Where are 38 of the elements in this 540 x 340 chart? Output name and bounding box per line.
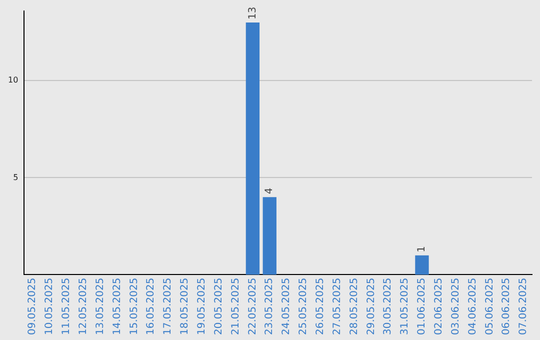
x-tick-label: 25.05.2025 [298,278,310,336]
data-label: 1 [416,246,428,252]
y-tick-label: 10 [8,76,18,85]
x-tick-label: 04.06.2025 [467,278,478,336]
x-tick-label: 31.05.2025 [400,278,411,336]
x-tick-label: 27.05.2025 [332,278,343,336]
bar [415,255,429,275]
x-tick-label: 09.05.2025 [27,278,38,336]
x-tick-label: 28.05.2025 [348,278,360,336]
x-tick-label: 30.05.2025 [382,278,394,336]
x-tick-label: 22.05.2025 [247,278,258,336]
y-tick-label: 5 [13,172,18,182]
x-tick-label: 10.05.2025 [44,278,56,336]
data-label: 13 [247,6,258,20]
x-tick-label: 21.05.2025 [230,278,242,336]
x-tick-label: 14.05.2025 [112,278,123,336]
x-tick-label: 29.05.2025 [366,278,377,336]
x-tick-label: 18.05.2025 [180,278,191,336]
x-tick-label: 11.05.2025 [61,278,72,336]
x-tick-label: 16.05.2025 [146,278,157,336]
x-tick-label: 20.05.2025 [213,278,224,336]
x-tick-label: 07.06.2025 [518,278,530,336]
x-tick-label: 03.06.2025 [450,278,462,336]
x-tick-label: 24.05.2025 [281,278,292,336]
x-tick-label: 13.05.2025 [94,278,106,336]
data-label: 4 [264,188,276,194]
x-tick-label: 12.05.2025 [78,278,90,336]
x-tick-label: 19.05.2025 [196,278,208,336]
x-tick-label: 23.05.2025 [264,278,276,336]
bar [246,22,260,275]
bar [262,197,276,275]
x-tick-label: 02.06.2025 [433,278,444,336]
x-tick-label: 05.06.2025 [484,278,496,336]
x-tick-label: 15.05.2025 [128,278,140,336]
x-tick-label: 06.06.2025 [501,278,512,336]
x-tick-label: 17.05.2025 [162,278,174,336]
x-tick-label: 26.05.2025 [315,278,326,336]
x-tick-label: 01.06.2025 [416,278,428,336]
